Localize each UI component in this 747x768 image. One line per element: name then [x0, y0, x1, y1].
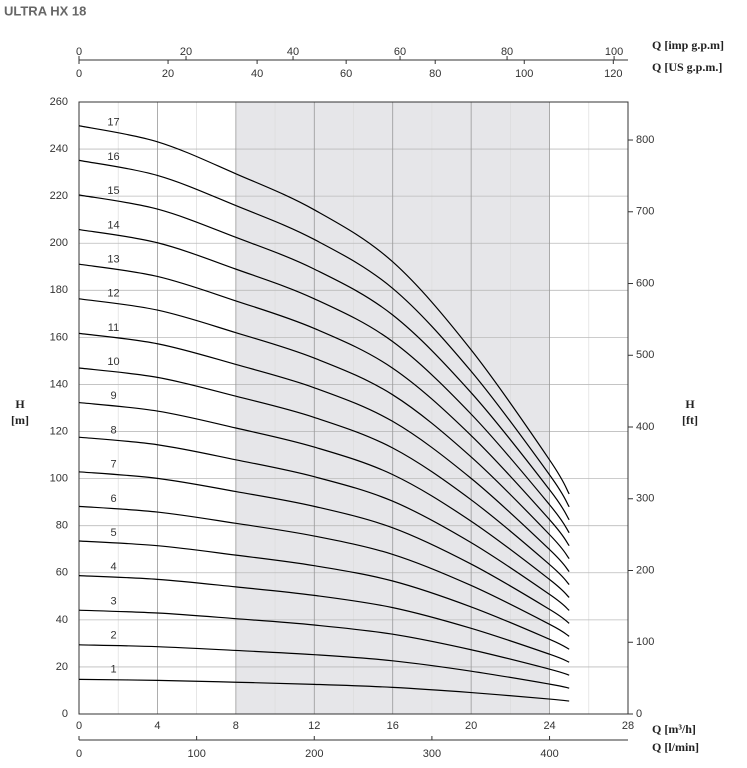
y-tick-label: 0 [62, 708, 68, 720]
y2-tick-label: 400 [636, 421, 654, 433]
curve-label: 2 [110, 630, 116, 642]
curve-label: 17 [107, 117, 119, 129]
curve-label: 3 [110, 595, 116, 607]
x-tick-label: 24 [543, 720, 555, 732]
y2-tick-label: 600 [636, 277, 654, 289]
x2ticks-label: 400 [540, 748, 558, 760]
y2-tick-label: 0 [636, 708, 642, 720]
axis-title: H [ft] [682, 397, 698, 427]
y2-tick-label: 100 [636, 636, 654, 648]
curve-label: 11 [108, 322, 119, 334]
axis-title: Q [imp g.p.m] [652, 38, 724, 52]
x2ticks-label: 100 [187, 748, 205, 760]
top2ticks-label: 0 [76, 68, 82, 80]
pump-curve [78, 194, 570, 521]
curve-label: 16 [107, 151, 119, 163]
topticks-label: 80 [501, 46, 513, 58]
y2-tick-label: 500 [636, 349, 654, 361]
curve-label: 10 [107, 356, 119, 368]
pump-curve [78, 298, 570, 560]
top2ticks-label: 40 [251, 68, 263, 80]
pump-curve [78, 540, 570, 650]
curve-label: 15 [107, 185, 119, 197]
top2ticks-label: 100 [515, 68, 533, 80]
y-tick-label: 60 [56, 567, 68, 579]
y2-tick-label: 700 [636, 206, 654, 218]
plot-frame [78, 101, 629, 715]
axis-title: Q [US g.p.m.] [652, 60, 722, 74]
topticks-label: 20 [180, 46, 192, 58]
y2-tick-label: 300 [636, 493, 654, 505]
y-tick-label: 220 [50, 190, 68, 202]
x-tick-label: 16 [387, 720, 399, 732]
x-tick-label: 8 [233, 720, 239, 732]
pump-curve [78, 471, 570, 624]
x-tick-label: 4 [154, 720, 160, 732]
y-tick-label: 100 [50, 473, 68, 485]
pump-curve [78, 228, 570, 534]
axis-title: H [m] [11, 397, 29, 427]
top2ticks-label: 20 [162, 68, 174, 80]
pump-curve [78, 332, 570, 572]
pump-curve [78, 678, 570, 702]
pump-curve [78, 505, 570, 637]
x-tick-label: 12 [308, 720, 320, 732]
curve-label: 5 [110, 527, 116, 539]
x-tick-label: 20 [465, 720, 477, 732]
y-tick-label: 80 [56, 520, 68, 532]
curve-label: 8 [110, 424, 116, 436]
curve-label: 14 [107, 219, 119, 231]
y-tick-label: 120 [50, 425, 68, 437]
x2ticks-label: 300 [423, 748, 441, 760]
curve-label: 13 [107, 253, 119, 265]
axis-title: Q [l/min] [652, 740, 699, 754]
x-tick-label: 0 [76, 720, 82, 732]
topticks-label: 40 [287, 46, 299, 58]
y-tick-label: 240 [50, 143, 68, 155]
pump-curve [78, 263, 570, 547]
pump-curve [78, 609, 570, 676]
curve-label: 1 [110, 664, 116, 676]
curve-label: 7 [110, 459, 116, 471]
pump-curve [78, 644, 570, 689]
x2ticks-label: 200 [305, 748, 323, 760]
y-tick-label: 260 [50, 96, 68, 108]
curve-label: 12 [107, 288, 119, 300]
topticks-label: 60 [394, 46, 406, 58]
pump-curve [78, 367, 570, 585]
pump-curve [78, 125, 570, 495]
top2ticks-label: 120 [604, 68, 622, 80]
topticks-label: 0 [76, 46, 82, 58]
y2-tick-label: 800 [636, 134, 654, 146]
topticks-label: 100 [605, 46, 623, 58]
x-tick-label: 28 [622, 720, 634, 732]
pump-curve [78, 574, 570, 663]
y-tick-label: 20 [56, 661, 68, 673]
y-tick-label: 40 [56, 614, 68, 626]
chart-title: ULTRA HX 18 [4, 3, 86, 18]
y-tick-label: 140 [50, 378, 68, 390]
curve-label: 4 [110, 561, 116, 573]
pump-curve [78, 436, 570, 611]
curve-label: 6 [110, 493, 116, 505]
top2ticks-label: 60 [340, 68, 352, 80]
y-tick-label: 180 [50, 284, 68, 296]
y-tick-label: 200 [50, 237, 68, 249]
pump-curve [78, 401, 570, 598]
axis-title: Q [m³/h] [652, 722, 696, 736]
curve-label: 9 [110, 390, 116, 402]
pump-curve [78, 159, 570, 508]
x2ticks-label: 0 [76, 748, 82, 760]
y2-tick-label: 200 [636, 564, 654, 576]
top2ticks-label: 80 [429, 68, 441, 80]
y-tick-label: 160 [50, 331, 68, 343]
